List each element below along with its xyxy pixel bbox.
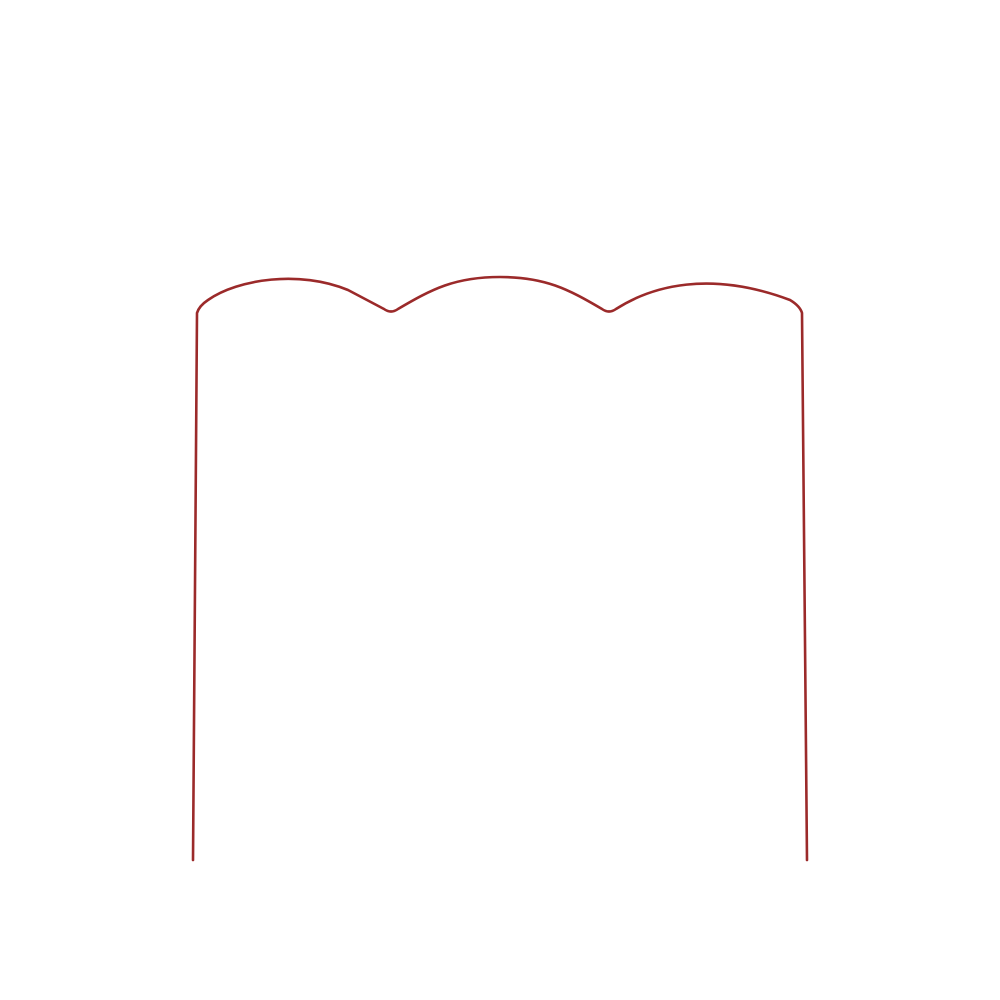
scalloped-arch-outline bbox=[191, 275, 809, 862]
